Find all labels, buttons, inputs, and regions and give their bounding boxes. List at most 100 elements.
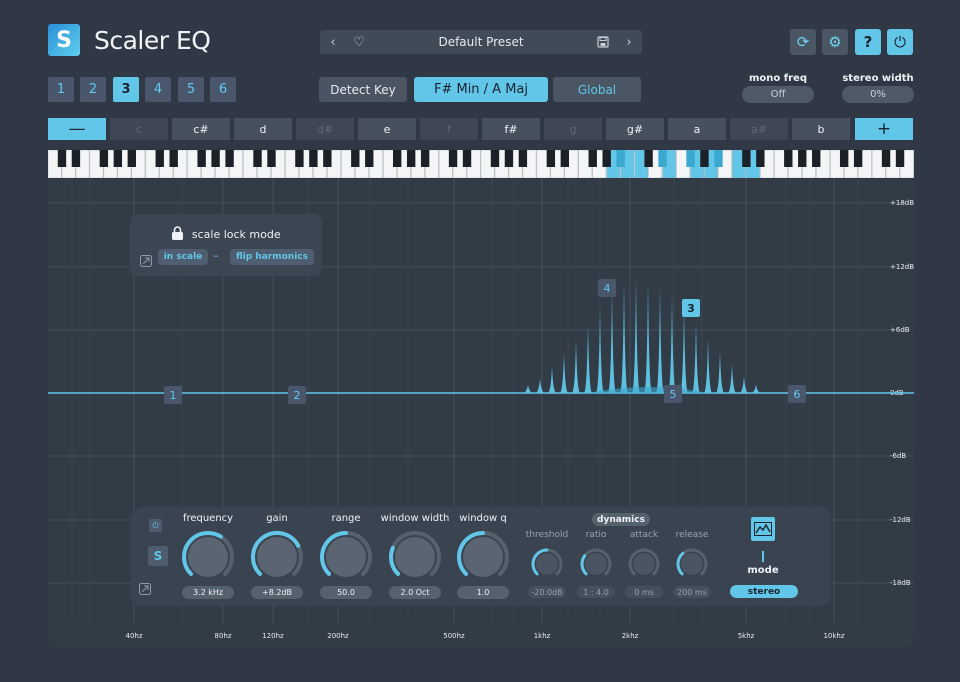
power-icon[interactable]: ⏻ [887, 29, 913, 55]
piano-black-key[interactable] [881, 150, 891, 167]
add-note-button[interactable]: + [855, 118, 913, 140]
mode-curve-icon[interactable] [751, 517, 775, 541]
band-button-3[interactable]: 3 [113, 77, 139, 102]
band-marker-5[interactable]: 5 [664, 385, 682, 403]
mode-stereo-button[interactable]: stereo [730, 585, 798, 598]
piano-black-key[interactable] [197, 150, 206, 167]
knob-release[interactable] [674, 546, 710, 582]
mono-freq-toggle[interactable]: Off [742, 86, 814, 103]
dynamics-value-release[interactable]: 200 ms [673, 586, 711, 598]
band-button-5[interactable]: 5 [178, 77, 204, 102]
global-button[interactable]: Global [553, 77, 641, 102]
piano-black-key[interactable] [155, 150, 164, 167]
knob-window-width[interactable] [387, 529, 443, 585]
piano-black-key[interactable] [602, 150, 611, 167]
piano-black-key[interactable] [504, 150, 514, 167]
knob-window-q[interactable] [455, 529, 511, 585]
piano-black-key[interactable] [211, 150, 220, 167]
flip-harmonics-button[interactable]: flip harmonics [230, 249, 314, 265]
piano-black-key[interactable] [406, 150, 416, 167]
piano-black-key[interactable] [253, 150, 262, 167]
band-marker-6[interactable]: 6 [788, 385, 806, 403]
band-power-icon[interactable]: ⏻ [149, 519, 162, 532]
piano-black-key[interactable] [365, 150, 374, 167]
knob-range[interactable] [318, 529, 374, 585]
in-scale-button[interactable]: in scale [158, 249, 208, 265]
note-button-c-sharp[interactable]: c# [172, 118, 230, 140]
next-preset-button[interactable]: › [626, 34, 632, 50]
dynamics-value-ratio[interactable]: 1 : 4.0 [577, 586, 615, 598]
piano-black-key[interactable] [127, 150, 136, 167]
piano-black-key[interactable] [351, 150, 360, 167]
note-button-f[interactable]: f [420, 118, 478, 140]
piano-black-key[interactable] [295, 150, 304, 167]
knob-gain[interactable] [249, 529, 305, 585]
piano-black-key[interactable] [99, 150, 109, 167]
piano-black-key[interactable] [71, 150, 81, 167]
piano-black-key[interactable] [323, 150, 332, 167]
piano-black-key[interactable] [658, 150, 667, 167]
band-button-2[interactable]: 2 [80, 77, 106, 102]
favorite-heart-icon[interactable]: ♡ [353, 34, 365, 50]
note-button-c[interactable]: c [110, 118, 168, 140]
piano-black-key[interactable] [784, 150, 793, 167]
remove-note-button[interactable]: — [48, 118, 106, 140]
piano-black-key[interactable] [393, 150, 402, 167]
note-button-d-sharp[interactable]: d# [296, 118, 354, 140]
link-arrow-icon[interactable] [139, 583, 151, 595]
piano-black-key[interactable] [448, 150, 458, 167]
band-marker-3[interactable]: 3 [682, 299, 700, 317]
knob-value[interactable]: 3.2 kHz [182, 586, 234, 599]
knob-value[interactable]: 1.0 [457, 586, 509, 599]
dynamics-value-threshold[interactable]: -20.0dB [528, 586, 566, 598]
note-button-a[interactable]: a [668, 118, 726, 140]
piano-black-key[interactable] [644, 150, 653, 167]
piano-black-key[interactable] [490, 150, 500, 167]
piano-black-key[interactable] [267, 150, 276, 167]
piano-black-key[interactable] [588, 150, 597, 167]
knob-threshold[interactable] [529, 546, 565, 582]
piano-black-key[interactable] [225, 150, 234, 167]
knob-value[interactable]: 2.0 Oct [389, 586, 441, 599]
knob-attack[interactable] [626, 546, 662, 582]
piano-black-key[interactable] [812, 150, 821, 167]
piano-black-key[interactable] [853, 150, 863, 167]
note-button-b[interactable]: b [792, 118, 850, 140]
band-button-4[interactable]: 4 [145, 77, 171, 102]
stereo-width-control[interactable]: 0% [842, 86, 914, 103]
piano-black-key[interactable] [462, 150, 472, 167]
piano-black-key[interactable] [560, 150, 569, 167]
knob-ratio[interactable] [578, 546, 614, 582]
refresh-icon[interactable]: ⟳ [790, 29, 816, 55]
piano-black-key[interactable] [714, 150, 723, 167]
detect-key-button[interactable]: Detect Key [319, 77, 407, 102]
piano-black-key[interactable] [742, 150, 751, 167]
link-arrow-icon[interactable] [140, 252, 152, 267]
save-preset-icon[interactable] [590, 30, 616, 54]
help-icon[interactable]: ? [855, 29, 881, 55]
note-button-g[interactable]: g [544, 118, 602, 140]
knob-value[interactable]: +8.2dB [251, 586, 303, 599]
band-marker-1[interactable]: 1 [164, 386, 182, 404]
piano-black-key[interactable] [700, 150, 709, 167]
preset-name[interactable]: Default Preset [438, 35, 524, 49]
piano-black-key[interactable] [169, 150, 178, 167]
piano-black-key[interactable] [686, 150, 695, 167]
piano-black-key[interactable] [309, 150, 318, 167]
note-button-d[interactable]: d [234, 118, 292, 140]
piano-keyboard[interactable] [48, 150, 914, 178]
previous-preset-button[interactable]: ‹ [330, 34, 336, 50]
piano-black-key[interactable] [57, 150, 67, 167]
note-button-a-sharp[interactable]: a# [730, 118, 788, 140]
band-marker-4[interactable]: 4 [598, 279, 616, 297]
piano-black-key[interactable] [756, 150, 765, 167]
gear-icon[interactable]: ⚙ [822, 29, 848, 55]
piano-black-key[interactable] [546, 150, 556, 167]
piano-black-key[interactable] [113, 150, 123, 167]
piano-black-key[interactable] [616, 150, 625, 167]
piano-black-key[interactable] [839, 150, 849, 167]
piano-black-key[interactable] [798, 150, 807, 167]
piano-black-key[interactable] [895, 150, 905, 167]
note-button-g-sharp[interactable]: g# [606, 118, 664, 140]
band-button-1[interactable]: 1 [48, 77, 74, 102]
